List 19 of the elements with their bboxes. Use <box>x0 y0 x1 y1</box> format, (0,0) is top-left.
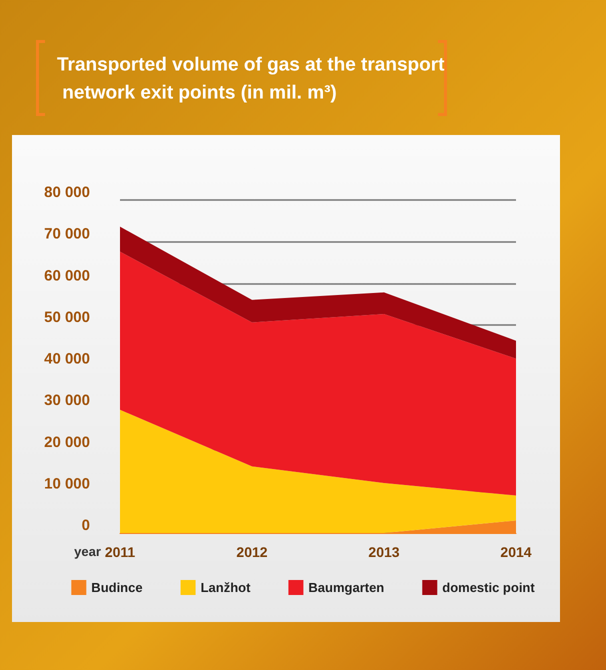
y-tick-label: 0 <box>82 517 90 534</box>
legend-label: Budince <box>91 580 143 595</box>
y-tick-label: 30 000 <box>44 392 90 410</box>
y-tick-label: 60 000 <box>44 267 90 284</box>
x-tick-label: 2012 <box>236 544 268 560</box>
legend-label: domestic point <box>442 580 536 595</box>
y-tick-label: 40 000 <box>44 350 90 368</box>
x-tick-label: 2013 <box>368 544 400 560</box>
legend-label: Lanžhot <box>200 580 252 595</box>
chart-title: Transported volume of gas at the transport network exit points (in mil. m³) <box>57 54 446 104</box>
legend-label: Baumgarten <box>308 580 384 595</box>
y-tick-label: 70 000 <box>44 226 90 243</box>
y-tick-label: 10 000 <box>44 475 90 492</box>
x-tick-label: 2011 <box>104 544 136 560</box>
y-tick-label: 50 000 <box>44 308 90 326</box>
x-axis-title: year <box>74 544 101 559</box>
y-tick-label: 20 000 <box>44 434 90 451</box>
x-tick-label: 2014 <box>500 544 532 560</box>
y-tick-label: 80 000 <box>44 184 90 201</box>
